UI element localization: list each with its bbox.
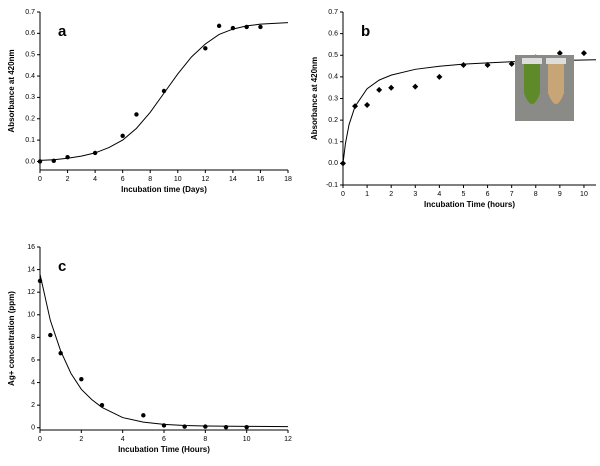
x-axis-label: Incubation Time (hours) xyxy=(424,200,515,209)
point xyxy=(388,84,395,91)
brown-tube xyxy=(548,63,564,104)
y-axis-label: Ag+ concentration (ppm) xyxy=(7,291,16,386)
y-tick-label: 0 xyxy=(31,425,35,432)
y-tick-label: 0.0 xyxy=(328,160,338,167)
point xyxy=(258,24,263,30)
y-tick-label: 0.3 xyxy=(25,94,35,101)
y-tick-label: 0.4 xyxy=(25,73,35,80)
x-tick-label: 7 xyxy=(510,191,514,198)
x-tick-label: 5 xyxy=(462,191,466,198)
x-tick-label: 2 xyxy=(79,436,83,443)
x-tick-label: 2 xyxy=(389,191,393,198)
x-tick-label: 4 xyxy=(93,176,97,183)
x-tick-label: 16 xyxy=(257,176,265,183)
y-tick-label: 12 xyxy=(27,289,35,296)
point xyxy=(364,101,371,108)
point xyxy=(134,112,139,117)
y-tick-label: 0.1 xyxy=(25,137,35,144)
x-tick-label: 0 xyxy=(341,191,345,198)
y-tick-label: 10 xyxy=(27,312,35,319)
point xyxy=(216,23,222,29)
tube-inset xyxy=(515,55,574,121)
point xyxy=(460,61,467,68)
x-tick-label: 10 xyxy=(243,436,251,443)
point xyxy=(141,413,146,418)
x-tick-label: 12 xyxy=(201,176,209,183)
chart: 0.0 0.1 0.2 0.3 0.4 0.5 0.6 0.7 0 2 4 6 8 10 12 14 16 18 I… xyxy=(7,9,292,194)
point xyxy=(120,133,125,139)
chart: 0 2 4 6 8 10 12 14 16 0 2 4 6 8 10 12 Incubation Time (H… xyxy=(7,244,292,454)
x-tick-label: 4 xyxy=(121,436,125,443)
y-tick-label: 0.1 xyxy=(328,139,338,146)
y-tick-label: 4 xyxy=(31,379,35,386)
y-axis-label: Absorbance at 420nm xyxy=(7,49,16,132)
y-tick-label: -0.1 xyxy=(326,182,338,189)
x-tick-label: 14 xyxy=(229,176,237,183)
x-tick-label: 8 xyxy=(148,176,152,183)
x-tick-label: 4 xyxy=(437,191,441,198)
y-axis-label: Absorbance at 420nm xyxy=(310,57,319,140)
point xyxy=(48,332,53,338)
point xyxy=(412,83,419,90)
y-tick-label: 0.6 xyxy=(328,30,338,37)
point xyxy=(203,46,208,51)
point xyxy=(436,73,443,80)
y-tick-label: 0.3 xyxy=(328,95,338,102)
x-tick-label: 18 xyxy=(284,176,292,183)
x-tick-label: 0 xyxy=(38,176,42,183)
tube-cap xyxy=(522,58,542,64)
x-tick-label: 6 xyxy=(162,436,166,443)
y-tick-label: 0.2 xyxy=(25,116,35,123)
x-tick-label: 3 xyxy=(413,191,417,198)
x-axis-label: Incubation time (Days) xyxy=(121,185,207,194)
x-tick-label: 2 xyxy=(66,176,70,183)
x-tick-label: 10 xyxy=(580,191,588,198)
y-tick-label: 2 xyxy=(31,402,35,409)
tube-cap xyxy=(546,58,566,64)
y-tick-label: 8 xyxy=(31,334,35,341)
x-tick-label: 10 xyxy=(174,176,182,183)
point xyxy=(556,50,563,57)
panel-label: c xyxy=(58,258,66,275)
y-tick-label: 0.6 xyxy=(25,30,35,37)
panel-label: a xyxy=(58,23,67,40)
x-tick-label: 9 xyxy=(558,191,562,198)
y-tick-label: 0.5 xyxy=(25,52,35,59)
point xyxy=(580,50,587,57)
y-tick-label: 14 xyxy=(27,266,35,273)
x-tick-label: 8 xyxy=(203,436,207,443)
point xyxy=(79,376,84,382)
panel-label: b xyxy=(361,23,370,40)
green-tube xyxy=(524,63,540,104)
x-tick-label: 1 xyxy=(365,191,369,198)
point xyxy=(203,424,208,429)
fit-line xyxy=(39,22,289,161)
y-tick-label: 0.5 xyxy=(328,52,338,59)
y-tick-label: 0.2 xyxy=(328,117,338,124)
x-axis-label: Incubation Time (Hours) xyxy=(118,445,210,454)
y-tick-label: 0.4 xyxy=(328,74,338,81)
y-tick-label: 0.0 xyxy=(25,158,35,165)
point xyxy=(244,424,249,430)
x-tick-label: 6 xyxy=(121,176,125,183)
point xyxy=(508,60,515,67)
point xyxy=(223,424,229,430)
inset-photo xyxy=(515,55,574,121)
x-tick-label: 12 xyxy=(284,436,292,443)
y-tick-label: 6 xyxy=(31,357,35,364)
x-tick-label: 8 xyxy=(534,191,538,198)
x-tick-label: 6 xyxy=(486,191,490,198)
y-tick-label: 0.7 xyxy=(328,9,338,16)
x-tick-label: 0 xyxy=(38,436,42,443)
fit-line xyxy=(39,274,289,428)
point xyxy=(484,61,491,68)
y-tick-label: 16 xyxy=(27,244,35,251)
point xyxy=(376,86,383,93)
y-tick-label: 0.7 xyxy=(25,9,35,16)
